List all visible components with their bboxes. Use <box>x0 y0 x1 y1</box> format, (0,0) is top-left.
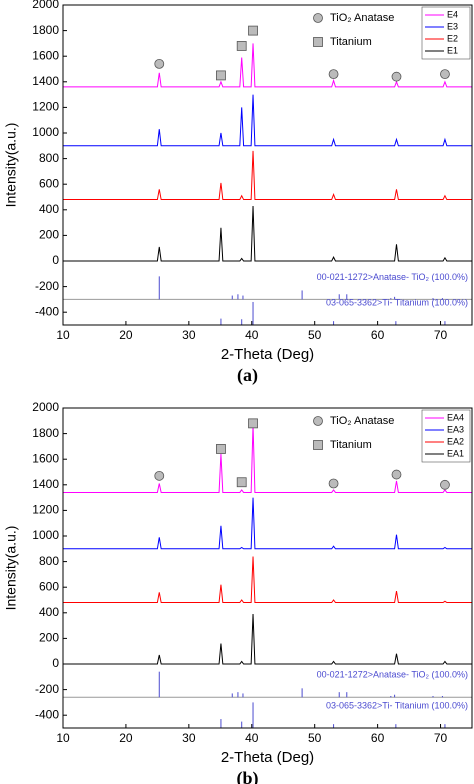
series-line <box>63 614 472 665</box>
legend-label: EA2 <box>447 436 464 446</box>
legend-label: EA4 <box>447 412 464 422</box>
x-tick-label: 70 <box>434 731 448 745</box>
y-tick-label: -400 <box>35 707 59 721</box>
marker-circle <box>328 478 339 489</box>
marker-circle <box>440 69 450 80</box>
y-tick-label: -400 <box>35 304 59 318</box>
legend-box <box>421 409 471 463</box>
marker-circle <box>154 470 165 481</box>
marker-circle <box>313 416 323 426</box>
marker-square <box>216 444 226 454</box>
x-tick-label: 30 <box>182 328 196 342</box>
y-tick-label: 200 <box>39 228 59 242</box>
y-tick-label: 400 <box>39 605 59 619</box>
y-tick-label: 1800 <box>32 426 59 440</box>
legend-label: E3 <box>447 21 458 31</box>
y-tick-label: 1400 <box>32 477 59 491</box>
x-tick-label: 50 <box>308 731 322 745</box>
chart: 00-021-1272>Anatase- TiO₂ (100.0%) 03-065… <box>3 400 473 784</box>
legend-label: E1 <box>447 45 458 55</box>
caption: (b) <box>237 768 259 784</box>
y-tick-label: 1200 <box>32 100 59 114</box>
series-line <box>63 205 472 262</box>
marker-circle <box>391 71 402 82</box>
x-tick-label: 50 <box>308 328 322 342</box>
series-line <box>63 94 472 147</box>
y-tick-label: 1800 <box>32 23 59 37</box>
x-tick-label: 70 <box>434 328 448 342</box>
legend-label: E2 <box>447 33 458 43</box>
series-line <box>63 424 472 493</box>
reference-label: 03-065-3362>Ti- Titanium (100.0%) <box>326 297 468 307</box>
x-tick-label: 60 <box>371 328 385 342</box>
x-tick-label: 10 <box>56 328 70 342</box>
plot-frame <box>62 4 473 326</box>
marker-legend-label: TiO₂ Anatase <box>330 415 394 427</box>
y-tick-label: 1600 <box>32 451 59 465</box>
marker-circle <box>313 13 323 23</box>
y-tick-label: -200 <box>35 279 59 293</box>
marker-legend-label: Titanium <box>330 439 372 451</box>
y-tick-label: 600 <box>39 579 59 593</box>
legend-label: E4 <box>447 9 458 19</box>
x-tick-label: 30 <box>182 731 196 745</box>
y-tick-label: 800 <box>39 554 59 568</box>
marker-square <box>216 70 226 81</box>
y-tick-label: 2000 <box>32 0 59 11</box>
marker-circle <box>328 69 339 80</box>
y-tick-label: 600 <box>39 176 59 190</box>
y-tick-label: 1000 <box>32 125 59 139</box>
y-tick-label: 200 <box>39 631 59 645</box>
series-line <box>63 150 472 201</box>
x-tick-label: 40 <box>245 328 259 342</box>
x-tick-label: 60 <box>371 731 385 745</box>
y-tick-label: 400 <box>39 202 59 216</box>
caption: (a) <box>237 365 258 386</box>
y-tick-label: 1000 <box>32 528 59 542</box>
series-line <box>63 556 472 604</box>
series-line <box>63 497 472 550</box>
y-tick-label: 1600 <box>32 48 59 62</box>
y-tick-label: 0 <box>52 253 59 267</box>
marker-square <box>248 418 258 429</box>
legend-label: EA1 <box>447 448 464 458</box>
marker-square <box>313 440 323 450</box>
x-tick-label: 20 <box>119 731 133 745</box>
marker-square <box>236 41 247 51</box>
x-axis-title: 2-Theta (Deg) <box>221 346 314 363</box>
x-axis-title: 2-Theta (Deg) <box>221 749 314 766</box>
y-tick-label: -200 <box>35 682 59 696</box>
chart: 00-021-1272>Anatase- TiO₂ (100.0%) 03-065… <box>3 0 473 386</box>
y-axis-title: Intensity(a.u.) <box>3 526 19 611</box>
y-axis-title: Intensity(a.u.) <box>3 123 19 208</box>
marker-square <box>248 25 258 36</box>
y-tick-label: 1400 <box>32 74 59 88</box>
reference-label: 00-021-1272>Anatase- TiO₂ (100.0%) <box>317 272 468 282</box>
x-tick-label: 10 <box>56 731 70 745</box>
plot-frame <box>62 407 473 729</box>
marker-legend-label: Titanium <box>330 36 372 48</box>
y-tick-label: 2000 <box>32 400 59 414</box>
legend-box <box>421 6 471 60</box>
marker-circle <box>440 479 450 490</box>
reference-label: 00-021-1272>Anatase- TiO₂ (100.0%) <box>317 670 468 680</box>
reference-label: 03-065-3362>Ti- Titanium (100.0%) <box>326 700 468 710</box>
marker-circle <box>391 469 402 480</box>
marker-square <box>236 477 247 488</box>
marker-legend-label: TiO₂ Anatase <box>330 12 394 24</box>
marker-circle <box>154 58 165 69</box>
x-tick-label: 20 <box>119 328 133 342</box>
x-tick-label: 40 <box>245 731 259 745</box>
y-tick-label: 1200 <box>32 503 59 517</box>
legend-label: EA3 <box>447 424 464 434</box>
y-tick-label: 800 <box>39 151 59 165</box>
y-tick-label: 0 <box>52 656 59 670</box>
series-line <box>63 43 472 88</box>
marker-square <box>313 37 323 47</box>
